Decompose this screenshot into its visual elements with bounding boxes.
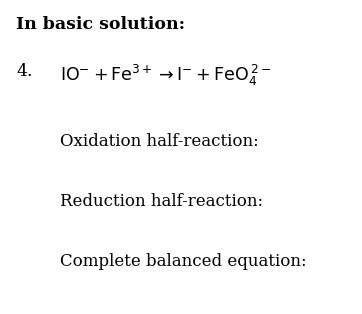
Text: Complete balanced equation:: Complete balanced equation:	[60, 253, 306, 270]
Text: Oxidation half-reaction:: Oxidation half-reaction:	[60, 133, 258, 150]
Text: In basic solution:: In basic solution:	[16, 16, 185, 33]
Text: 4.: 4.	[16, 63, 33, 80]
Text: Reduction half-reaction:: Reduction half-reaction:	[60, 193, 263, 210]
Text: $\mathrm{IO^{-} + Fe^{3+} \rightarrow I^{-} + FeO_{4}^{\,2-}}$: $\mathrm{IO^{-} + Fe^{3+} \rightarrow I^…	[60, 63, 271, 88]
